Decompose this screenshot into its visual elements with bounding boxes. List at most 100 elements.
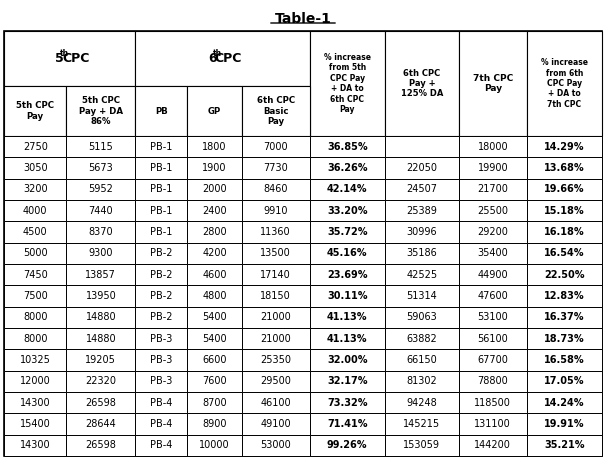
Bar <box>67 435 135 456</box>
Text: PB-3: PB-3 <box>150 355 173 365</box>
Bar <box>385 157 459 179</box>
Text: 32.17%: 32.17% <box>327 376 367 386</box>
Text: 99.26%: 99.26% <box>327 440 367 450</box>
Text: 46100: 46100 <box>261 398 291 408</box>
Text: 14880: 14880 <box>85 334 116 343</box>
Bar <box>135 264 187 285</box>
Text: 7500: 7500 <box>23 291 48 301</box>
Bar <box>310 31 385 136</box>
Text: 5th CPC
Pay: 5th CPC Pay <box>16 101 54 121</box>
Text: 18150: 18150 <box>261 291 291 301</box>
Bar <box>310 136 385 157</box>
Text: % increase
from 5th
CPC Pay
+ DA to
6th CPC
Pay: % increase from 5th CPC Pay + DA to 6th … <box>324 53 371 114</box>
Text: 33.20%: 33.20% <box>327 206 367 216</box>
Text: 35.72%: 35.72% <box>327 227 367 237</box>
Bar <box>187 414 242 435</box>
Text: CPC: CPC <box>62 52 89 65</box>
Text: 41.13%: 41.13% <box>327 334 367 343</box>
Text: 66150: 66150 <box>407 355 438 365</box>
Bar <box>4 264 67 285</box>
Bar <box>187 349 242 371</box>
Text: 17140: 17140 <box>261 270 291 280</box>
Text: % increase
from 6th
CPC Pay
+ DA to
7th CPC: % increase from 6th CPC Pay + DA to 7th … <box>541 58 588 109</box>
Text: 56100: 56100 <box>478 334 508 343</box>
Text: CPC: CPC <box>215 52 242 65</box>
Bar <box>135 136 187 157</box>
Text: 8700: 8700 <box>202 398 227 408</box>
Bar <box>242 414 310 435</box>
Bar <box>310 179 385 200</box>
Text: 5400: 5400 <box>202 334 227 343</box>
Text: PB-3: PB-3 <box>150 334 173 343</box>
Text: 153059: 153059 <box>404 440 441 450</box>
Bar <box>459 414 527 435</box>
Text: PB-1: PB-1 <box>150 206 173 216</box>
Text: 53000: 53000 <box>261 440 291 450</box>
Bar <box>67 179 135 200</box>
Text: 8370: 8370 <box>88 227 113 237</box>
Text: 7th CPC
Pay: 7th CPC Pay <box>473 74 513 93</box>
Bar <box>459 328 527 349</box>
Bar <box>459 285 527 307</box>
Text: 4600: 4600 <box>202 270 227 280</box>
Text: 13857: 13857 <box>85 270 116 280</box>
Bar <box>459 392 527 414</box>
Text: 2750: 2750 <box>23 142 48 152</box>
Bar <box>135 242 187 264</box>
Bar <box>135 435 187 456</box>
Bar <box>242 200 310 221</box>
Bar <box>4 414 67 435</box>
Bar <box>310 264 385 285</box>
Bar <box>385 349 459 371</box>
Bar <box>310 328 385 349</box>
Bar <box>527 31 602 136</box>
Text: 2000: 2000 <box>202 184 227 195</box>
Bar <box>4 307 67 328</box>
Bar <box>310 414 385 435</box>
Bar <box>4 392 67 414</box>
Text: 18000: 18000 <box>478 142 508 152</box>
Bar <box>67 392 135 414</box>
Bar <box>385 221 459 242</box>
Text: 26598: 26598 <box>85 398 116 408</box>
Bar <box>385 264 459 285</box>
Text: 19.66%: 19.66% <box>544 184 585 195</box>
Bar <box>67 200 135 221</box>
Bar <box>459 307 527 328</box>
Text: 145215: 145215 <box>404 419 441 429</box>
Text: 21000: 21000 <box>261 313 291 322</box>
Text: 7450: 7450 <box>23 270 48 280</box>
Text: 44900: 44900 <box>478 270 508 280</box>
Text: PB-1: PB-1 <box>150 184 173 195</box>
Bar <box>459 435 527 456</box>
Text: 7600: 7600 <box>202 376 227 386</box>
Bar <box>385 328 459 349</box>
Bar <box>527 179 602 200</box>
Bar <box>135 349 187 371</box>
Bar <box>385 371 459 392</box>
Bar <box>310 371 385 392</box>
Bar <box>187 392 242 414</box>
Bar <box>135 371 187 392</box>
Text: 16.58%: 16.58% <box>544 355 585 365</box>
Text: 17.05%: 17.05% <box>544 376 585 386</box>
Text: 35.21%: 35.21% <box>544 440 585 450</box>
Bar <box>527 371 602 392</box>
Text: 1900: 1900 <box>202 163 227 173</box>
Text: 9300: 9300 <box>88 248 113 258</box>
Text: 7440: 7440 <box>88 206 113 216</box>
Bar <box>67 285 135 307</box>
Bar <box>527 307 602 328</box>
Text: 22050: 22050 <box>407 163 438 173</box>
Bar <box>527 200 602 221</box>
Bar <box>459 371 527 392</box>
Text: PB-2: PB-2 <box>150 270 173 280</box>
Text: 6600: 6600 <box>202 355 227 365</box>
Text: 29500: 29500 <box>260 376 291 386</box>
Bar <box>67 157 135 179</box>
Text: 5th CPC
Pay + DA
86%: 5th CPC Pay + DA 86% <box>79 96 123 126</box>
Bar <box>310 285 385 307</box>
Bar <box>4 242 67 264</box>
Text: 19900: 19900 <box>478 163 508 173</box>
Bar <box>187 200 242 221</box>
